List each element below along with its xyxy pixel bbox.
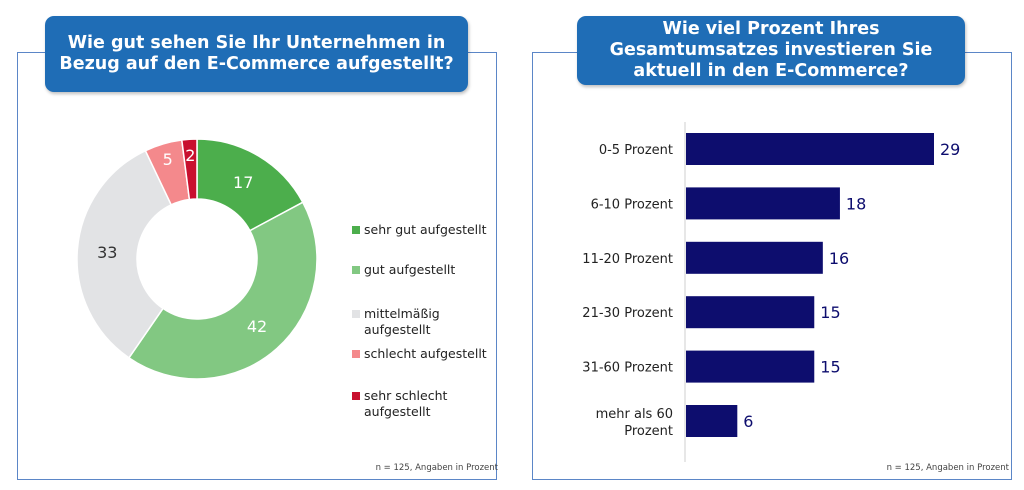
bar — [686, 133, 934, 165]
legend-swatch — [352, 310, 360, 318]
bar-value-label: 18 — [846, 194, 866, 213]
bar-category-label: mehr als 60 — [596, 407, 673, 422]
legend-swatch — [352, 266, 360, 274]
bar-category-label: 31-60 Prozent — [582, 361, 673, 376]
legend-swatch — [352, 392, 360, 400]
bar-category-label: 11-20 Prozent — [582, 252, 673, 267]
donut-slice-label: 5 — [163, 150, 173, 169]
legend-label: sehr gut aufgestellt — [364, 222, 487, 237]
donut-slice-label: 33 — [97, 243, 117, 262]
legend-swatch — [352, 226, 360, 234]
bar-category-label: 0-5 Prozent — [599, 143, 673, 158]
bar-category-label: Prozent — [624, 424, 673, 439]
bar — [686, 405, 738, 437]
right-chart-title: Wie viel Prozent Ihres Gesamtumsatzes in… — [577, 16, 965, 85]
donut-slice-label: 2 — [185, 146, 195, 165]
bar — [686, 241, 823, 274]
bar-value-label: 29 — [940, 140, 960, 159]
bar-value-label: 6 — [743, 412, 753, 431]
legend-label: gut aufgestellt — [364, 262, 456, 277]
donut-slice-label: 17 — [233, 173, 253, 192]
legend-label: schlecht aufgestellt — [364, 346, 487, 361]
right-footnote: n = 125, Angaben in Prozent — [886, 463, 1009, 473]
bar-value-label: 15 — [820, 303, 840, 322]
left-chart-title: Wie gut sehen Sie Ihr Unternehmen in Bez… — [45, 16, 468, 92]
bar — [686, 350, 815, 383]
legend-label: sehr schlecht aufgestellt — [364, 388, 448, 419]
bar — [686, 296, 815, 329]
bar-category-label: 6-10 Prozent — [591, 197, 673, 212]
left-footnote: n = 125, Angaben in Prozent — [375, 463, 498, 473]
legend-label: mittelmäßig aufgestellt — [364, 306, 440, 337]
bar-value-label: 16 — [829, 249, 849, 268]
bar — [686, 187, 840, 220]
donut-slice — [76, 149, 173, 359]
bar-category-label: 21-30 Prozent — [582, 306, 673, 321]
donut-slice — [180, 138, 198, 201]
donut-slice — [127, 201, 318, 380]
bar-value-label: 15 — [820, 358, 840, 377]
legend-swatch — [352, 350, 360, 358]
donut-slice-label: 42 — [247, 317, 267, 336]
